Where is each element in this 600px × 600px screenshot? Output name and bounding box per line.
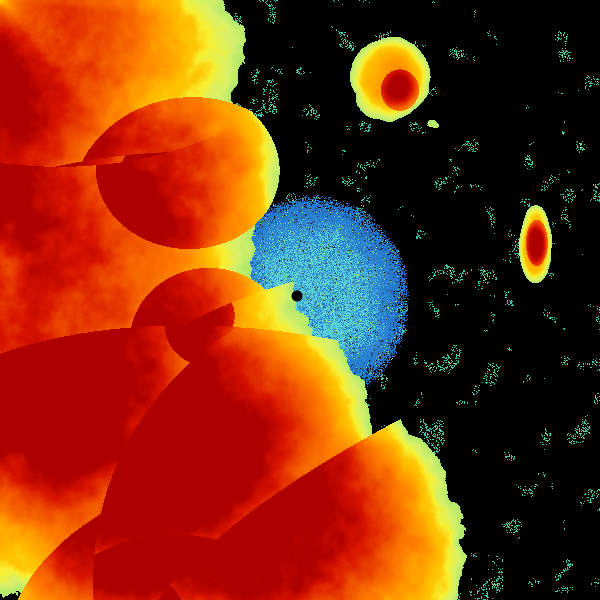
- radar-image-viewport: Weather radar reflectivity image on a bl…: [0, 0, 600, 600]
- radar-reflectivity-canvas: [0, 0, 600, 600]
